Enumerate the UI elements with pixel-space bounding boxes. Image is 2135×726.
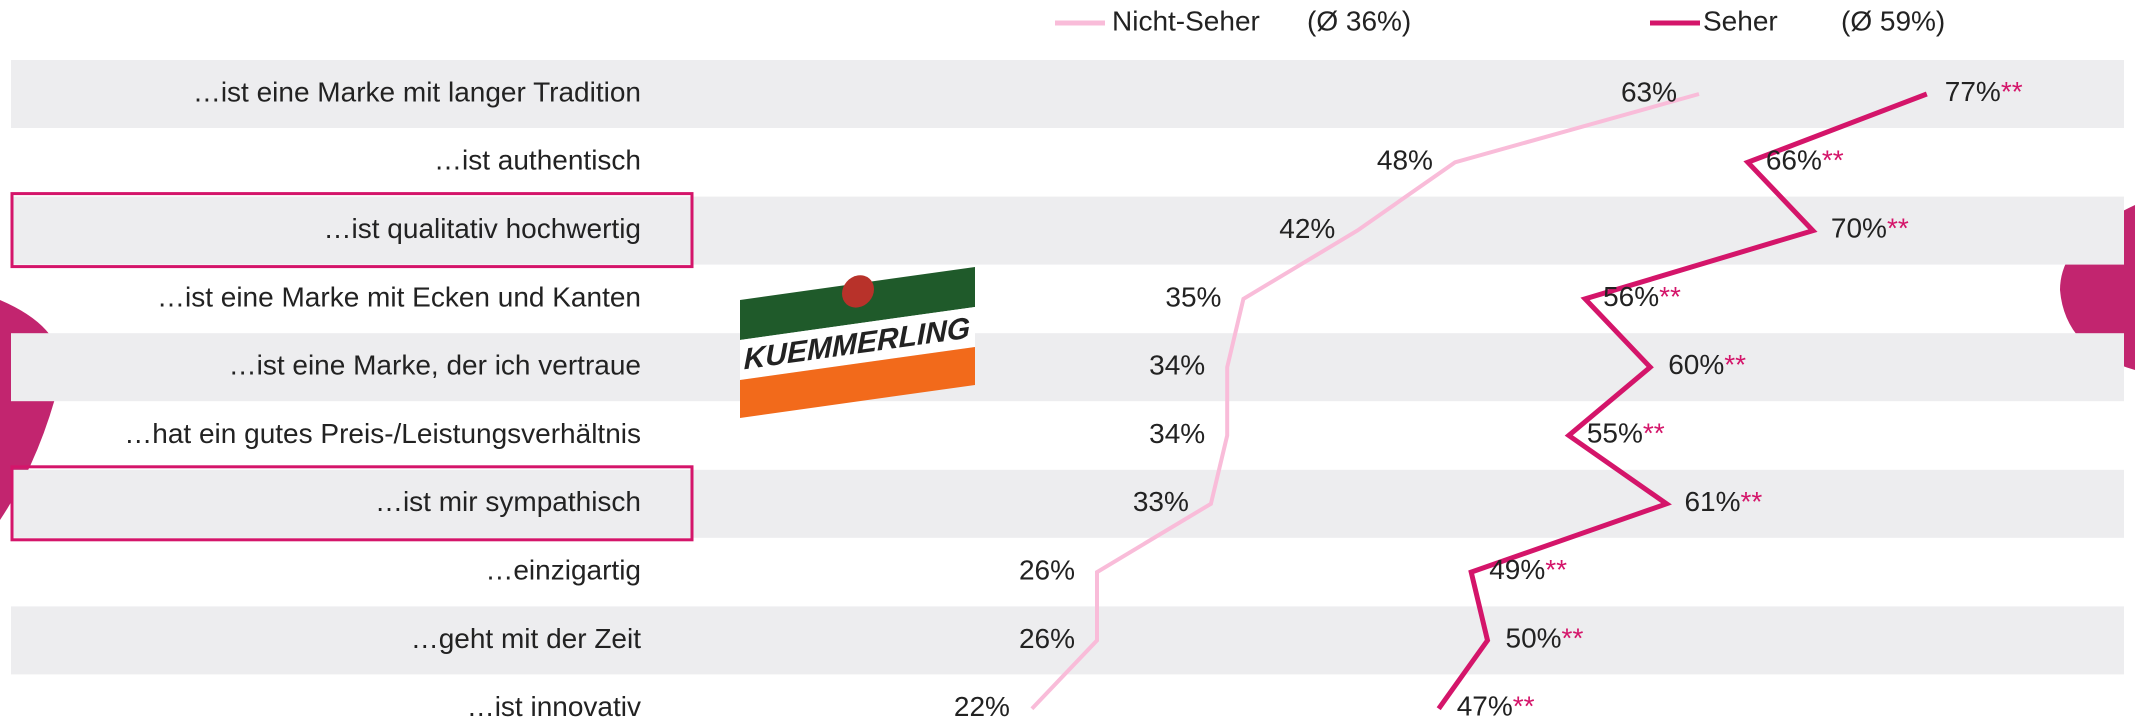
category-label: …ist eine Marke mit langer Tradition [193,76,641,107]
significance: ** [2001,76,2023,107]
legend-average: (Ø 36%) [1307,5,1411,36]
significance: ** [1643,418,1665,449]
value-label: 66%** [1766,145,1844,176]
highlight-box [10,192,694,269]
value-text: 49% [1489,554,1545,585]
value-label: 56%** [1603,281,1681,312]
logo-white [740,306,975,380]
category-label: …geht mit der Zeit [411,623,642,654]
category-label: …ist mir sympathisch [375,486,641,517]
value-text: 50% [1506,623,1562,654]
logo: KUEMMERLING [740,266,975,418]
row-band [11,606,2124,675]
value-label: 50%** [1506,623,1584,654]
legend-label: Nicht-Seher [1112,5,1260,36]
value-label: 42% [1279,213,1335,244]
significance: ** [1659,281,1681,312]
value-label: 63% [1621,76,1677,107]
row-band [11,60,2124,128]
value-label: 35% [1165,281,1221,312]
value-label: 33% [1133,486,1189,517]
value-label: 77%** [1945,76,2023,107]
value-text: 66% [1766,145,1822,176]
significance: ** [1887,213,1909,244]
row-band [11,469,2124,538]
category-label: …ist eine Marke mit Ecken und Kanten [157,281,641,312]
row-band [11,333,2124,402]
category-label: …einzigartig [485,554,641,585]
value-text: 47% [1457,691,1513,722]
value-label: 60%** [1668,350,1746,381]
series-line [1030,92,1700,711]
value-label: 48% [1377,145,1433,176]
value-text: 70% [1831,213,1887,244]
significance: ** [1545,554,1567,585]
category-label: …hat ein gutes Preis-/Leistungsverhältni… [124,418,641,449]
value-label: 61%** [1684,486,1762,517]
value-text: 55% [1587,418,1643,449]
value-text: 77% [1945,76,2001,107]
value-text: 56% [1603,281,1659,312]
category-label: …ist eine Marke, der ich vertraue [229,350,641,381]
value-label: 26% [1019,623,1075,654]
value-label: 70%** [1831,213,1909,244]
category-label: …ist authentisch [434,145,641,176]
value-label: 47%** [1457,691,1535,722]
value-label: 26% [1019,554,1075,585]
significance: ** [1741,486,1763,517]
significance: ** [1562,623,1584,654]
series-line [1436,91,1928,711]
value-label: 49%** [1489,554,1567,585]
legend-average: (Ø 59%) [1841,5,1945,36]
category-label: …ist innovativ [467,691,641,722]
category-label: …ist qualitativ hochwertig [324,213,641,244]
significance: ** [1724,350,1746,381]
value-label: 22% [954,691,1010,722]
value-text: 60% [1668,350,1724,381]
significance: ** [1513,691,1535,722]
value-label: 34% [1149,350,1205,381]
value-text: 61% [1684,486,1740,517]
bands [11,60,2124,675]
significance: ** [1822,145,1844,176]
highlight-box [10,465,694,542]
logo-orange [740,346,975,418]
value-label: 34% [1149,418,1205,449]
logo-crest [842,275,874,308]
value-label: 55%** [1587,418,1665,449]
row-band [11,196,2124,265]
legend-label: Seher [1703,5,1778,36]
